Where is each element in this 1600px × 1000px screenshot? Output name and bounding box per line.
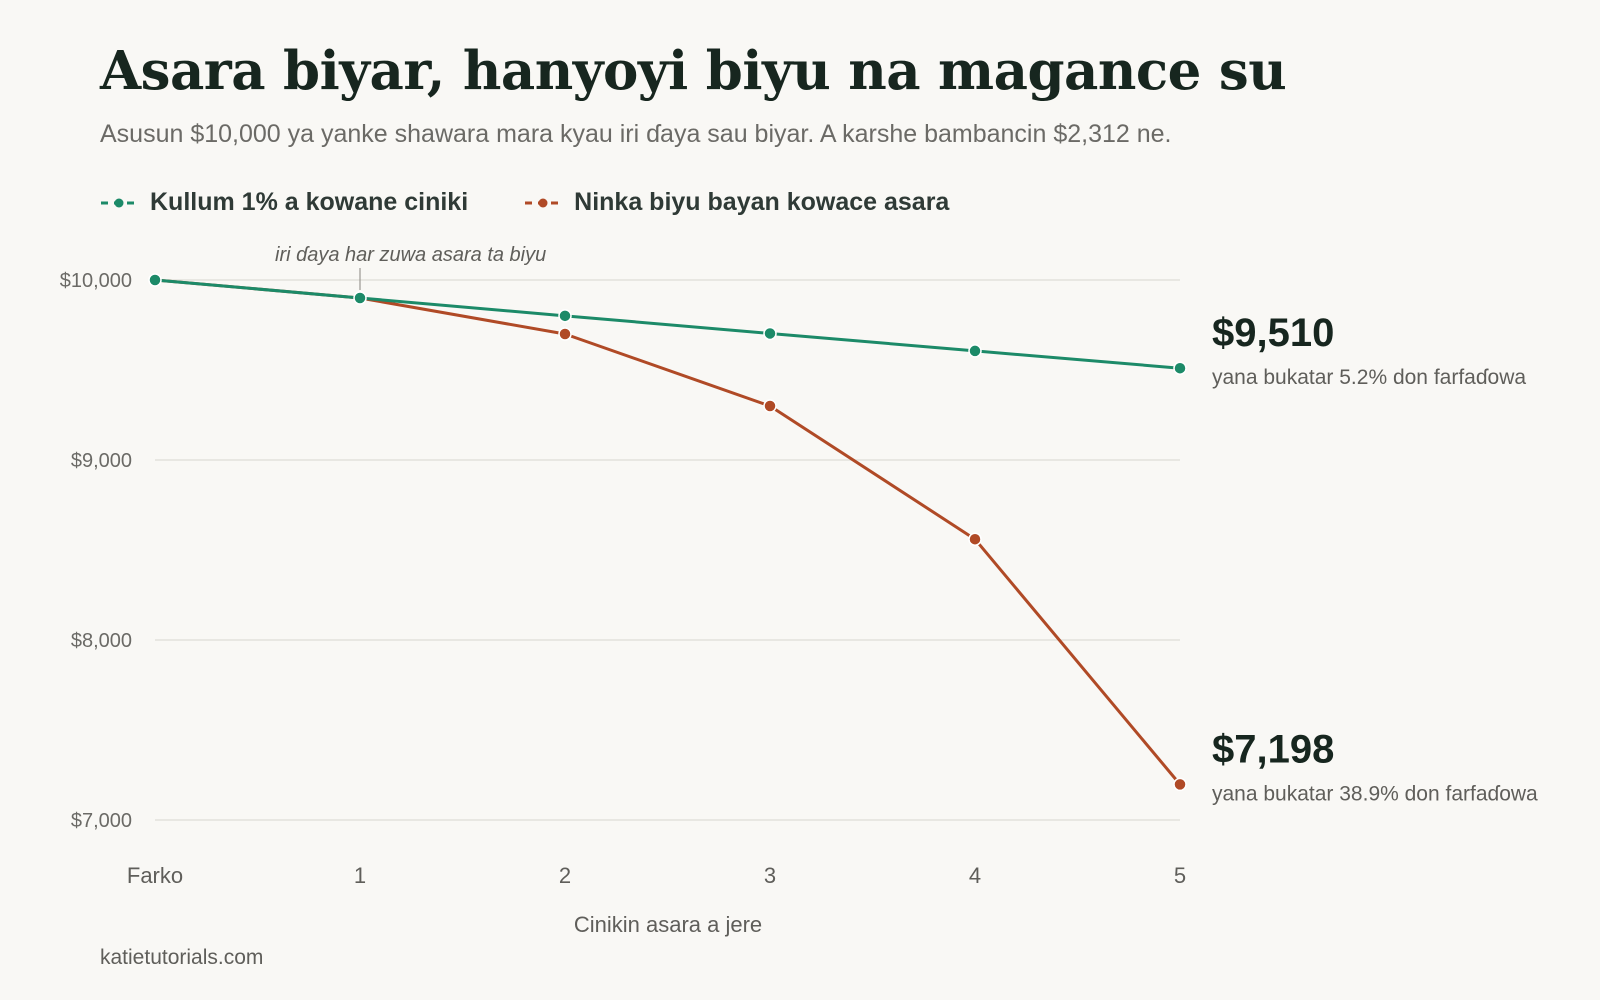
y-tick-label: $10,000 xyxy=(60,270,132,292)
x-axis-title: Cinikin asara a jere xyxy=(573,912,763,937)
x-tick-label: 3 xyxy=(764,863,776,888)
legend: Kullum 1% a kowane ciniki Ninka biyu bay… xyxy=(100,188,949,217)
end-value-label: $7,198 xyxy=(1212,727,1334,771)
data-point xyxy=(1173,361,1187,375)
data-point xyxy=(968,344,982,358)
end-note: yana bukatar 38.9% don farfaɗowa xyxy=(1212,782,1538,805)
chart-title: Asara biyar, hanyoyi biyu na magance su xyxy=(100,40,1287,102)
legend-swatch-green xyxy=(101,198,137,207)
legend-item-red: Ninka biyu bayan kowace asara xyxy=(524,188,949,217)
chart-subtitle: Asusun $10,000 ya yanke shawara mara kya… xyxy=(100,120,1172,148)
data-point xyxy=(968,532,982,546)
data-point xyxy=(558,309,572,323)
legend-label-red: Ninka biyu bayan kowace asara xyxy=(574,188,950,216)
y-tick-label: $7,000 xyxy=(71,810,132,832)
data-point xyxy=(148,273,162,287)
x-tick-label: 4 xyxy=(969,863,981,888)
annotation-text: iri ɗaya har zuwa asara ta biyu xyxy=(275,244,546,266)
data-point xyxy=(558,327,572,341)
data-point xyxy=(763,399,777,413)
source-credit: katietutorials.com xyxy=(100,946,264,969)
y-tick-label: $8,000 xyxy=(71,630,132,652)
data-point xyxy=(353,291,367,305)
x-tick-label: Farko xyxy=(127,863,183,888)
end-note: yana bukatar 5.2% don farfaɗowa xyxy=(1212,366,1526,389)
data-point xyxy=(1173,777,1187,792)
end-value-label: $9,510 xyxy=(1212,311,1334,355)
data-point xyxy=(763,326,777,341)
series-line-0 xyxy=(153,278,1182,370)
x-tick-label: 5 xyxy=(1174,863,1186,888)
y-tick-label: $9,000 xyxy=(71,450,132,472)
x-tick-label: 2 xyxy=(559,863,571,888)
legend-item-green: Kullum 1% a kowane ciniki xyxy=(100,188,468,217)
legend-label-green: Kullum 1% a kowane ciniki xyxy=(150,188,469,216)
x-tick-label: 1 xyxy=(354,863,366,888)
legend-swatch-red xyxy=(525,198,562,207)
